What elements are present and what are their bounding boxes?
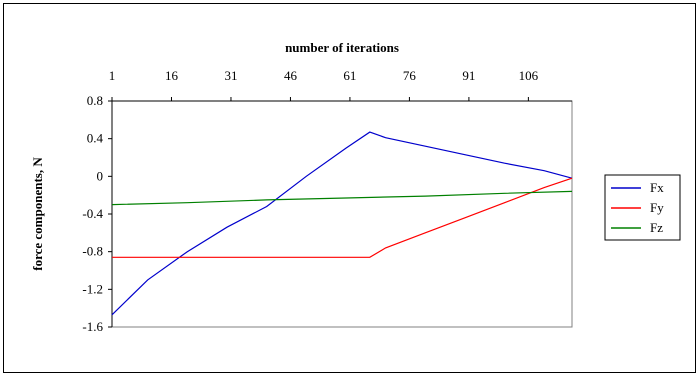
- series-line-fy: [112, 177, 573, 258]
- series-line-fx: [111, 131, 573, 316]
- y-tick-label: 0.8: [87, 93, 103, 108]
- legend-label-fx: Fx: [650, 180, 664, 195]
- x-tick-label: 106: [519, 68, 539, 83]
- y-tick-label: 0.4: [87, 131, 104, 146]
- x-tick-label: 31: [224, 68, 237, 83]
- x-tick-label: 16: [165, 68, 179, 83]
- series-line-fz: [111, 190, 573, 206]
- y-tick-label: -1.2: [82, 281, 103, 296]
- x-tick-label: 76: [403, 68, 417, 83]
- x-tick-label: 91: [462, 68, 475, 83]
- x-axis-ticks: 1 16 31 46 61 76 91 106: [109, 68, 539, 101]
- legend: Fx Fy Fz: [604, 174, 681, 241]
- x-tick-label: 46: [284, 68, 298, 83]
- y-tick-label: -1.6: [82, 319, 103, 334]
- y-tick-label: -0.8: [82, 244, 103, 259]
- x-tick-label: 1: [109, 68, 116, 83]
- legend-label-fy: Fy: [650, 200, 664, 215]
- y-tick-label: -0.4: [82, 206, 103, 221]
- chart-frame: [3, 3, 696, 373]
- y-axis-ticks: 0.8 0.4 0 -0.4 -0.8 -1.2 -1.6: [82, 93, 112, 334]
- y-tick-label: 0: [97, 168, 104, 183]
- x-tick-label: 61: [343, 68, 356, 83]
- y-axis-label: force components, N: [30, 157, 45, 271]
- chart-title: number of iterations: [285, 40, 399, 55]
- legend-label-fz: Fz: [650, 220, 663, 235]
- plot-area: [111, 100, 573, 328]
- series-lines: [111, 131, 573, 316]
